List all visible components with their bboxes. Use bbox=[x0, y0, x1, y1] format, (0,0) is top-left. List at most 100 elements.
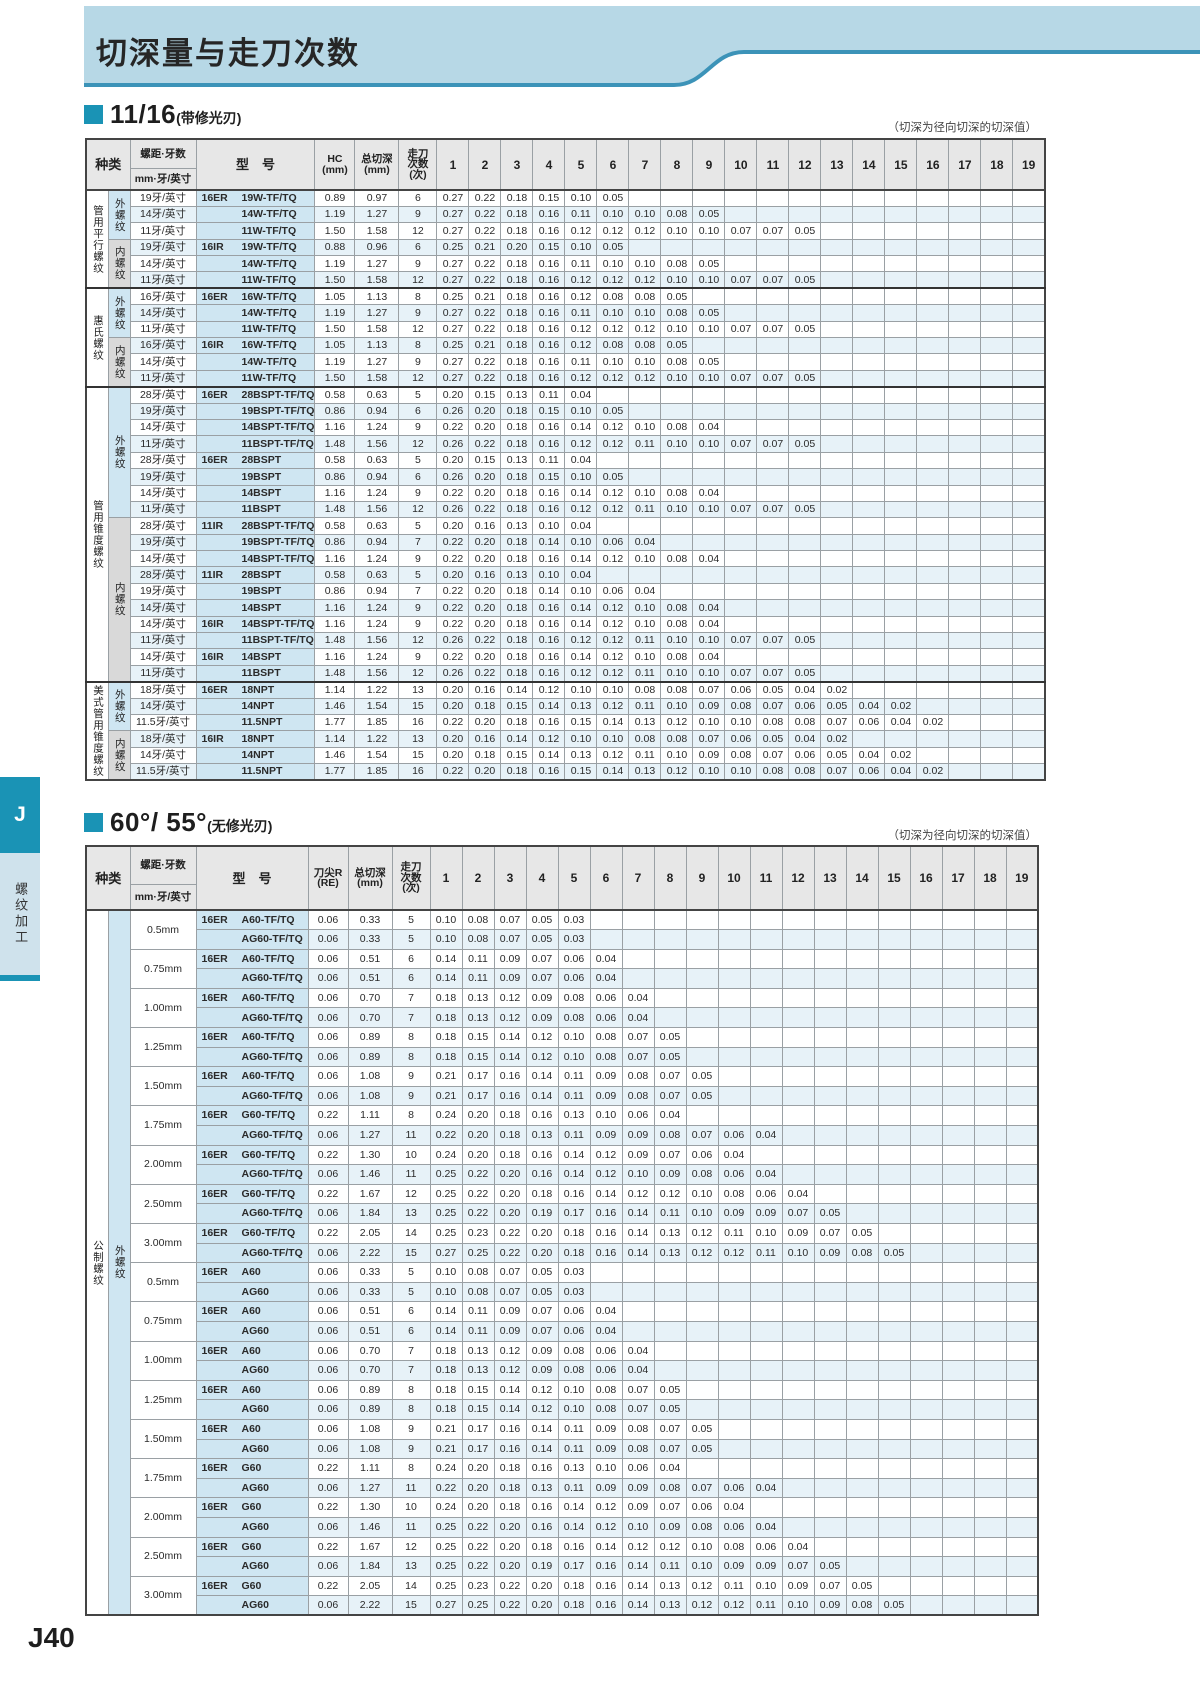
depth-value-cell bbox=[756, 188, 790, 207]
depth-value-cell: 0.14 bbox=[493, 1046, 527, 1068]
depth-value-cell: 0.05 bbox=[525, 909, 559, 931]
depth-value-cell: 0.12 bbox=[596, 599, 630, 617]
pass-number-header: 15 bbox=[877, 845, 911, 911]
depth-value-cell: 0.10 bbox=[429, 1281, 463, 1303]
depth-value-cell: 0.20 bbox=[525, 1223, 559, 1244]
depth-value-cell bbox=[717, 929, 751, 950]
depth-value-cell bbox=[621, 1301, 655, 1322]
depth-value-cell bbox=[788, 648, 822, 666]
depth-value-cell: 0.08 bbox=[596, 287, 630, 306]
depth-value-cell bbox=[749, 1262, 783, 1283]
depth-value-cell bbox=[973, 1007, 1007, 1029]
model-name-text: 14BSPT bbox=[241, 486, 282, 499]
depth-value-cell bbox=[1012, 468, 1046, 486]
depth-value-cell: 0.15 bbox=[532, 188, 566, 207]
pass-count-cell: 12 bbox=[391, 1536, 431, 1558]
depth-value-cell bbox=[852, 369, 886, 388]
depth-value-cell: 0.02 bbox=[884, 746, 918, 765]
depth-value-cell: 0.10 bbox=[724, 763, 758, 781]
depth-value-cell bbox=[1005, 1164, 1039, 1185]
depth-value-cell: 0.09 bbox=[813, 1595, 847, 1616]
depth-value-cell bbox=[692, 385, 726, 404]
depth-value-cell bbox=[973, 1340, 1007, 1362]
hc-cell: 1.14 bbox=[314, 680, 356, 699]
nose-radius-cell: 0.06 bbox=[307, 1340, 349, 1362]
depth-value-cell bbox=[948, 713, 982, 732]
depth-value-cell bbox=[852, 680, 886, 699]
depth-value-cell: 0.11 bbox=[532, 385, 566, 404]
model-cell: 16ER G60-TF/TQ bbox=[195, 1183, 309, 1205]
depth-value-cell: 0.25 bbox=[429, 1536, 463, 1558]
depth-value-cell bbox=[1012, 566, 1046, 584]
depth-value-cell bbox=[1012, 533, 1046, 552]
depth-value-cell bbox=[788, 353, 822, 371]
depth-value-cell bbox=[813, 1085, 847, 1107]
depth-value-cell: 0.16 bbox=[525, 1164, 559, 1185]
depth-value-cell: 0.13 bbox=[461, 1360, 495, 1381]
depth-value-cell: 0.22 bbox=[468, 632, 502, 650]
depth-value-cell bbox=[916, 468, 950, 486]
depth-value-cell: 0.10 bbox=[685, 1183, 719, 1205]
depth-value-cell bbox=[916, 484, 950, 502]
depth-value-cell bbox=[1005, 1477, 1039, 1499]
depth-value-cell bbox=[909, 1144, 943, 1166]
total-depth-cell: 1.85 bbox=[354, 763, 400, 781]
depth-value-cell bbox=[916, 599, 950, 617]
model-name-text: 14BSPT-TF/TQ bbox=[241, 552, 315, 565]
depth-value-cell bbox=[916, 680, 950, 699]
depth-value-cell: 0.05 bbox=[653, 1379, 687, 1401]
depth-value-cell: 0.12 bbox=[685, 1242, 719, 1264]
depth-value-cell: 0.14 bbox=[621, 1556, 655, 1577]
pass-count-cell: 9 bbox=[398, 615, 438, 634]
depth-value-cell bbox=[820, 238, 854, 257]
depth-value-cell: 0.08 bbox=[660, 205, 694, 224]
depth-value-cell: 0.05 bbox=[692, 255, 726, 273]
depth-value-cell bbox=[845, 1281, 879, 1303]
depth-value-cell: 0.16 bbox=[532, 320, 566, 339]
depth-value-cell bbox=[1012, 402, 1046, 420]
depth-value-cell bbox=[820, 615, 854, 634]
depth-value-cell: 0.16 bbox=[532, 337, 566, 355]
depth-value-cell bbox=[941, 948, 975, 970]
depth-value-cell bbox=[941, 929, 975, 950]
depth-value-cell bbox=[685, 1262, 719, 1283]
nose-radius-cell: 0.06 bbox=[307, 1007, 349, 1029]
depth-value-cell: 0.09 bbox=[589, 1085, 623, 1107]
depth-value-cell: 0.20 bbox=[468, 599, 502, 617]
depth-value-cell: 0.21 bbox=[468, 337, 502, 355]
depth-value-cell bbox=[845, 909, 879, 931]
depth-value-cell: 0.22 bbox=[461, 1183, 495, 1205]
depth-value-cell: 0.11 bbox=[564, 205, 598, 224]
depth-value-cell: 0.07 bbox=[525, 948, 559, 970]
model-cell: 16ER G60 bbox=[195, 1575, 309, 1597]
depth-value-cell bbox=[941, 1183, 975, 1205]
depth-value-cell bbox=[948, 730, 982, 748]
pitch-cell: 1.00mm bbox=[129, 1340, 197, 1381]
depth-value-cell: 0.06 bbox=[788, 746, 822, 765]
depth-value-cell: 0.07 bbox=[724, 271, 758, 289]
pass-count-cell: 9 bbox=[398, 550, 438, 568]
depth-value-cell bbox=[781, 1046, 815, 1068]
depth-value-cell bbox=[1012, 632, 1046, 650]
pass-count-cell: 8 bbox=[391, 1046, 431, 1068]
depth-value-cell: 0.05 bbox=[525, 1262, 559, 1283]
depth-value-cell bbox=[717, 1262, 751, 1283]
depth-value-cell bbox=[820, 500, 854, 519]
depth-value-cell bbox=[884, 320, 918, 339]
depth-value-cell bbox=[948, 435, 982, 453]
section-2-note: （切深为径向切深的切深值） bbox=[887, 830, 1038, 842]
depth-value-cell bbox=[820, 188, 854, 207]
depth-value-cell bbox=[980, 680, 1014, 699]
depth-value-cell: 0.14 bbox=[525, 1438, 559, 1460]
depth-value-cell: 0.11 bbox=[564, 353, 598, 371]
depth-value-cell: 0.14 bbox=[500, 730, 534, 748]
model-series-text: 16ER bbox=[201, 1070, 228, 1083]
depth-value-cell bbox=[973, 1203, 1007, 1224]
pass-count-cell: 8 bbox=[391, 1458, 431, 1479]
depth-value-cell: 0.16 bbox=[532, 550, 566, 568]
depth-value-cell bbox=[820, 566, 854, 584]
pitch-cell: 18牙/英寸 bbox=[129, 730, 197, 748]
pitch-cell: 2.00mm bbox=[129, 1497, 197, 1538]
depth-value-cell: 0.12 bbox=[628, 320, 662, 339]
model-name-text: 11BSPT bbox=[241, 503, 281, 516]
